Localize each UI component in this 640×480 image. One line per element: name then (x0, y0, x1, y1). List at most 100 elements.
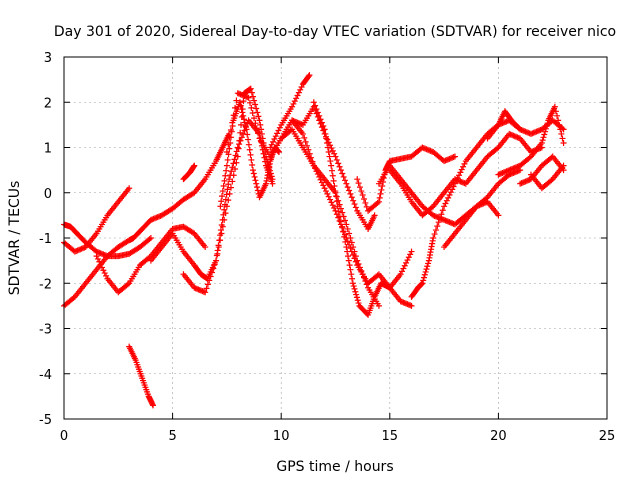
data-point (246, 99, 253, 106)
data-point (124, 281, 131, 288)
data-point (439, 207, 446, 214)
data-point (558, 130, 565, 137)
data-point (290, 100, 297, 107)
data-point (339, 170, 346, 177)
data-point (321, 185, 328, 192)
data-point (214, 250, 221, 257)
data-point (560, 139, 567, 146)
data-point (408, 248, 415, 255)
data-point (341, 233, 348, 240)
data-point (324, 144, 331, 151)
data-point (237, 129, 244, 136)
data-point (552, 108, 559, 115)
data-point (310, 99, 317, 106)
series-arc15 (354, 144, 458, 214)
data-point (238, 106, 245, 113)
data-point (226, 176, 233, 183)
data-point (191, 162, 198, 169)
series-arc17 (386, 130, 545, 219)
data-point (327, 158, 334, 165)
data-point (559, 135, 566, 142)
data-point (255, 113, 262, 120)
data-point (350, 197, 357, 204)
data-point (234, 144, 241, 151)
data-point (245, 136, 252, 143)
data-point (314, 109, 321, 116)
data-point (299, 130, 306, 137)
data-point (323, 135, 330, 142)
series-arc10 (223, 90, 415, 291)
data-point (446, 192, 453, 199)
data-point (346, 230, 353, 237)
series-arc4 (93, 223, 209, 296)
data-point (219, 188, 226, 195)
data-point (494, 145, 501, 152)
data-point (93, 253, 100, 260)
series-arc14 (310, 99, 415, 318)
data-point (235, 145, 242, 152)
data-point (376, 194, 383, 201)
data-point (250, 170, 257, 177)
data-point (347, 245, 354, 252)
data-point (103, 272, 110, 279)
y-tick-label: -4 (39, 368, 52, 383)
series-arc23 (517, 153, 567, 187)
data-point (239, 109, 246, 116)
data-point (225, 141, 232, 148)
data-point (272, 133, 279, 140)
data-point (328, 199, 335, 206)
data-point (363, 203, 370, 210)
data-point (404, 257, 411, 264)
data-point (399, 268, 406, 275)
data-point (217, 237, 224, 244)
data-point (99, 264, 106, 271)
data-point (344, 253, 351, 260)
data-point (540, 134, 547, 141)
data-point (374, 199, 381, 206)
x-tick-label: 20 (490, 429, 507, 444)
data-point (101, 270, 108, 277)
data-point (221, 216, 228, 223)
data-point (344, 184, 351, 191)
data-point (347, 190, 354, 197)
data-point (443, 197, 450, 204)
data-point (339, 209, 346, 216)
data-point (202, 244, 209, 251)
data-point (344, 225, 351, 232)
data-point (333, 198, 340, 205)
data-point (449, 186, 456, 193)
data-point (229, 119, 236, 126)
data-point (441, 203, 448, 210)
data-point (359, 192, 366, 199)
data-point (348, 239, 355, 246)
y-tick-label: -1 (39, 232, 52, 247)
data-point (217, 203, 224, 210)
data-point (97, 261, 104, 268)
data-point (353, 294, 360, 301)
data-point (238, 121, 245, 128)
y-tick-label: 0 (44, 187, 52, 202)
data-point (318, 119, 325, 126)
data-point (424, 263, 431, 270)
y-tick-label: 2 (44, 96, 52, 111)
data-point (325, 149, 332, 156)
data-point (257, 121, 264, 128)
data-point (258, 126, 265, 133)
data-point (218, 198, 225, 205)
data-point (232, 104, 239, 111)
data-point (318, 179, 325, 186)
data-point (453, 177, 460, 184)
data-point (322, 130, 329, 137)
x-tick-label: 25 (599, 429, 616, 444)
data-point (202, 289, 209, 296)
data-point (254, 184, 261, 191)
data-point (434, 223, 441, 230)
data-point (208, 269, 215, 276)
data-point (425, 260, 432, 267)
data-point (544, 120, 551, 127)
data-point (94, 255, 101, 262)
data-point (126, 185, 133, 192)
data-point (297, 86, 304, 93)
data-point (247, 151, 254, 158)
data-point (361, 274, 368, 281)
